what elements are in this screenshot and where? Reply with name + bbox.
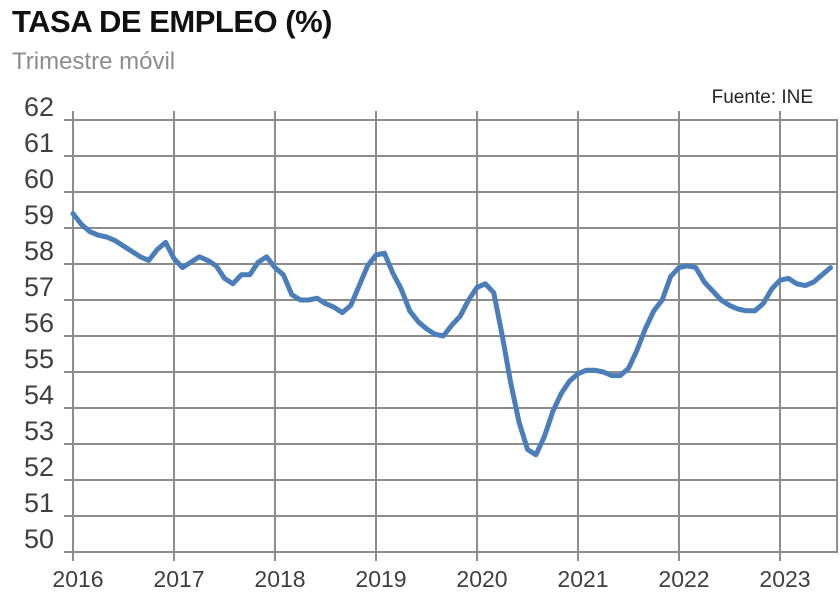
y-tick-label: 56 <box>24 308 54 338</box>
chart-subtitle: Trimestre móvil <box>12 48 176 75</box>
y-gridlines <box>64 119 837 553</box>
y-tick-label: 57 <box>24 272 54 302</box>
x-tick-label: 2023 <box>759 566 810 592</box>
y-tick-label: 61 <box>24 128 54 158</box>
y-tick-label: 53 <box>24 416 54 446</box>
employment-rate-line <box>70 211 833 458</box>
y-tick-label: 51 <box>24 488 54 518</box>
x-tick-label: 2021 <box>557 566 608 592</box>
chart-title: TASA DE EMPLEO (%) <box>12 4 332 39</box>
y-tick-label: 52 <box>24 452 54 482</box>
y-tick-label: 54 <box>24 380 54 410</box>
x-tick-label: 2019 <box>355 566 406 592</box>
x-tick-labels: 2016 2017 2018 2019 2020 2021 2022 2023 <box>52 566 810 592</box>
y-tick-labels: 62 61 60 59 58 57 56 55 54 53 52 51 50 <box>24 92 54 554</box>
source-label: Fuente: INE <box>711 87 813 108</box>
x-tick-label: 2020 <box>456 566 507 592</box>
x-tick-label: 2018 <box>254 566 305 592</box>
y-tick-label: 58 <box>24 236 54 266</box>
x-tick-label: 2022 <box>658 566 709 592</box>
plot-frame <box>72 119 838 553</box>
y-tick-label: 60 <box>24 164 54 194</box>
y-tick-label: 62 <box>24 92 54 122</box>
y-tick-label: 59 <box>24 200 54 230</box>
y-tick-label: 55 <box>24 344 54 374</box>
x-tick-label: 2017 <box>153 566 204 592</box>
x-tick-label: 2016 <box>52 566 103 592</box>
y-tick-label: 50 <box>24 524 54 554</box>
